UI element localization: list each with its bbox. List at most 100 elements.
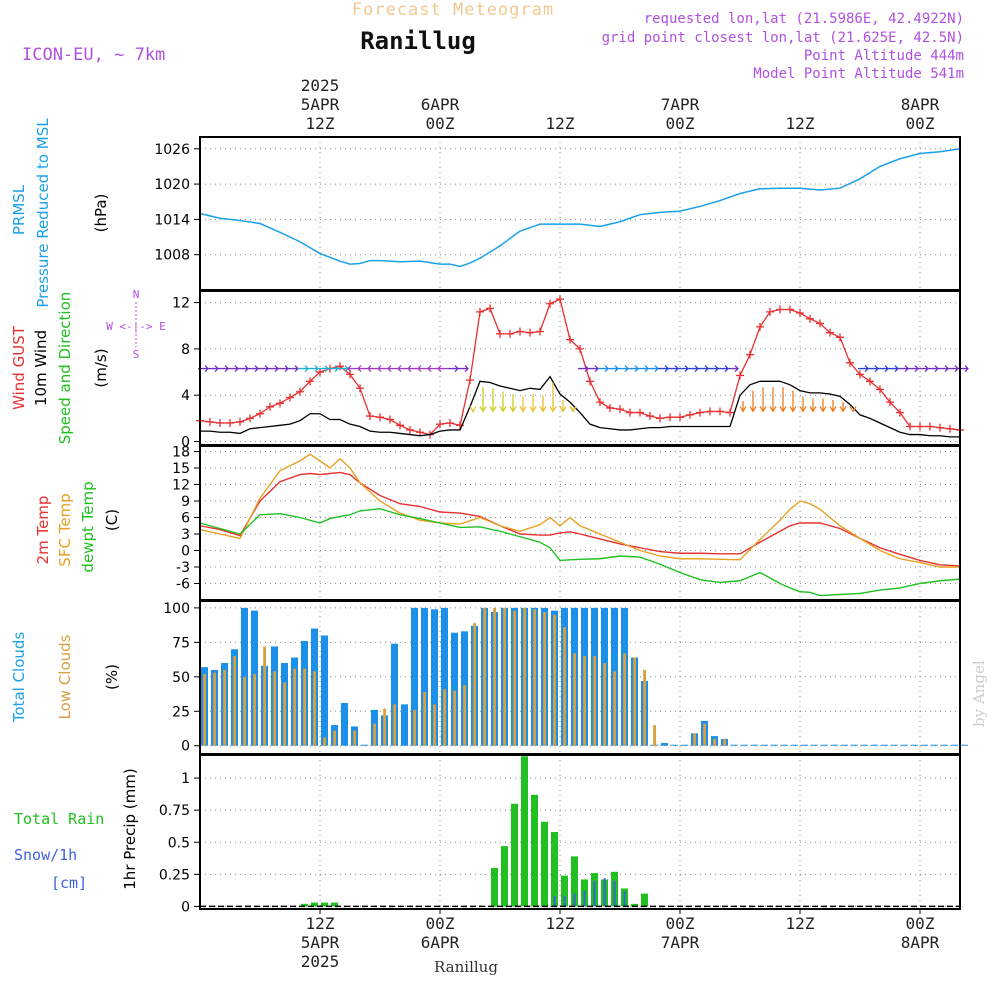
top-time-label: 6APR: [421, 95, 460, 114]
pressure-label-1: PRMSL: [10, 184, 28, 235]
top-time-label: 12Z: [546, 114, 575, 133]
total-cloud-bar: [771, 744, 778, 746]
wind-direction-arrow: [648, 365, 659, 373]
gust-point: [676, 413, 684, 422]
wind-direction-arrow: [749, 390, 757, 413]
gust-point: [506, 329, 514, 338]
low-cloud-bar: [323, 737, 326, 746]
total-cloud-bar: [681, 744, 688, 746]
wind-direction-arrow: [248, 365, 259, 373]
wind-direction-arrow: [839, 402, 847, 413]
rain-bar: [641, 893, 648, 907]
wind-direction-arrow: [578, 365, 589, 373]
wind-direction-arrow: [549, 382, 557, 413]
meteogram-title: Forecast Meteogram: [352, 0, 554, 20]
gust-point: [876, 385, 884, 394]
low-cloud-bar: [263, 646, 266, 746]
total-cloud-bar: [851, 744, 858, 746]
y-tick-label: 12: [172, 296, 190, 312]
snow-bar: [583, 891, 586, 907]
low-cloud-bar: [543, 612, 546, 746]
wind-direction-arrow: [529, 394, 537, 413]
snow-bar: [573, 893, 576, 907]
gust-point: [696, 408, 704, 417]
bottom-time-label: 7APR: [661, 933, 700, 952]
gust-point: [206, 417, 214, 426]
gust-point: [316, 368, 324, 377]
gust-point: [796, 309, 804, 317]
wind-direction-arrow: [208, 365, 219, 373]
bottom-time-label: 5APR: [301, 933, 340, 952]
wind-direction-arrow: [728, 365, 739, 373]
gust-point: [406, 425, 414, 434]
wind-direction-arrow: [698, 365, 709, 373]
bottom-time-label: 12Z: [546, 914, 575, 933]
low-cloud-bar: [383, 708, 386, 746]
wind-direction-arrow: [779, 387, 787, 413]
total-cloud-bar: [761, 744, 768, 746]
wind-direction-arrow: [367, 365, 378, 373]
gust-point: [376, 413, 384, 422]
top-time-label: 12Z: [306, 114, 335, 133]
wind-direction-arrow: [598, 365, 609, 373]
gust-point: [296, 387, 304, 396]
wind-direction-arrow: [519, 396, 527, 413]
y-tick-label: 0.75: [159, 803, 190, 819]
grid-point-coords: grid point closest lon,lat (21.625E, 42.…: [602, 30, 964, 46]
wind-direction-arrow: [908, 365, 919, 373]
top-time-label: 8APR: [901, 95, 940, 114]
y-tick-label: 8: [181, 342, 190, 358]
top-time-label: 00Z: [666, 114, 695, 133]
wind-direction-arrow: [608, 365, 619, 373]
pressure-unit: (hPa): [92, 194, 110, 233]
gust-point: [896, 408, 904, 417]
total-cloud-bar: [401, 704, 408, 746]
gust-point: [886, 398, 894, 407]
total-cloud-bar: [811, 744, 818, 746]
rain-bar: [511, 803, 518, 907]
gust-point: [786, 305, 794, 314]
top-time-label: 00Z: [906, 114, 935, 133]
snow-bar: [623, 891, 626, 907]
gust-point: [706, 407, 714, 416]
wind-direction-arrow: [888, 365, 899, 373]
gust-point: [726, 408, 734, 417]
gust-point: [806, 314, 814, 323]
wind-direction-arrow: [417, 365, 428, 373]
bottom-time-label: 12Z: [786, 914, 815, 933]
total-cloud-bar: [911, 744, 918, 746]
credit-watermark: by Angel: [970, 660, 988, 727]
low-cloud-bar: [313, 671, 316, 746]
wind-direction-arrow: [458, 365, 469, 373]
sfc-label: SFC Temp: [56, 493, 74, 566]
gust-label: Wind GUST: [10, 325, 28, 410]
gust-point: [586, 377, 594, 386]
pressure-panel: PRMSL Pressure Reduced to MSL (hPa) 1008…: [10, 118, 961, 308]
total-cloud-bar: [891, 744, 898, 746]
total-cloud-bar: [801, 744, 808, 746]
location-title: Ranillug: [360, 27, 476, 55]
wind-direction-arrow: [569, 406, 577, 413]
top-time-label: 5APR: [301, 95, 340, 114]
temp-label: 2m Temp: [34, 496, 52, 565]
low-cloud-bar: [703, 723, 706, 746]
wind-direction-arrow: [868, 365, 879, 373]
gust-point: [856, 370, 864, 379]
rain-bar: [631, 903, 638, 907]
gust-point: [436, 420, 444, 429]
low-cloud-bar: [253, 674, 256, 746]
panel-frame: [199, 136, 961, 291]
low-cloud-bar: [573, 653, 576, 746]
y-tick-label: 1026: [154, 142, 190, 158]
gust-point: [606, 403, 614, 412]
wind-direction-arrow: [397, 365, 408, 373]
y-tick-label: 75: [172, 635, 190, 651]
wind-direction-arrow: [288, 365, 299, 373]
wind-direction-arrow: [387, 365, 398, 373]
wind-direction-arrow: [938, 365, 949, 373]
snow-bar: [593, 880, 596, 907]
wind-direction-arrow: [479, 387, 487, 413]
low-cloud-bar: [423, 691, 426, 746]
total-cloud-bar: [781, 744, 788, 746]
temp-2m-line: [199, 471, 961, 567]
